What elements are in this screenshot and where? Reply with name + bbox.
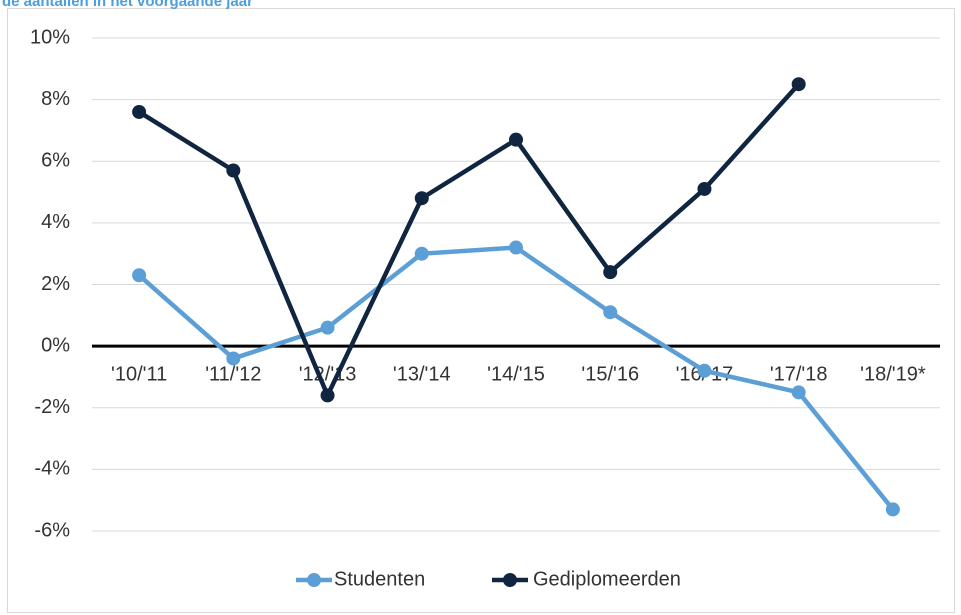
- data-point: [603, 265, 618, 280]
- data-point: [885, 502, 900, 517]
- y-tick-label: 0%: [41, 334, 70, 356]
- y-tick-label: 4%: [41, 211, 70, 233]
- data-point: [697, 363, 712, 378]
- data-point: [226, 351, 241, 366]
- y-tick-label: 6%: [41, 150, 70, 172]
- y-tick-label: 10%: [30, 26, 70, 48]
- legend-label: Gediplomeerden: [533, 568, 681, 590]
- x-tick-label: '13/'14: [393, 363, 451, 385]
- y-tick-label: -4%: [34, 458, 70, 480]
- legend-marker: [503, 573, 517, 587]
- chart-frame: [7, 8, 955, 613]
- legend-marker: [307, 573, 321, 587]
- data-point: [132, 104, 147, 119]
- x-tick-label: '11/'12: [205, 363, 261, 385]
- series-line: [137, 82, 801, 398]
- x-tick-label: '18/'19*: [860, 363, 926, 385]
- data-point: [603, 305, 618, 320]
- y-tick-label: -6%: [34, 519, 70, 541]
- x-tick-label: '15/'16: [581, 363, 639, 385]
- x-tick-label: '14/'15: [487, 363, 545, 385]
- data-point: [509, 240, 523, 255]
- y-tick-label: 8%: [41, 88, 70, 110]
- data-point: [226, 163, 241, 178]
- data-point: [791, 77, 806, 92]
- data-point: [414, 191, 429, 206]
- data-point: [132, 268, 147, 283]
- legend-label: Studenten: [334, 568, 425, 590]
- y-tick-label: -2%: [34, 396, 70, 418]
- data-point: [414, 246, 429, 261]
- data-point: [320, 388, 335, 403]
- data-point: [320, 320, 335, 335]
- y-tick-label: 2%: [41, 273, 70, 295]
- data-point: [509, 132, 523, 147]
- x-tick-label: '12/'13: [299, 363, 357, 385]
- x-tick-label: '10/'11: [111, 363, 167, 385]
- data-point: [697, 181, 712, 196]
- x-tick-label: '17/'18: [770, 363, 828, 385]
- data-point: [791, 385, 806, 400]
- chart-title: de aantallen in het voorgaande jaar: [2, 0, 253, 10]
